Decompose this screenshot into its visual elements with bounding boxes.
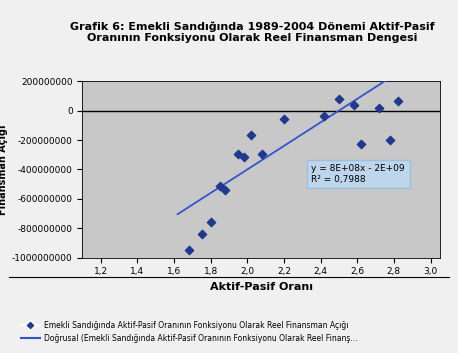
Point xyxy=(321,113,328,119)
Point xyxy=(185,247,192,253)
Point xyxy=(387,137,394,143)
Point xyxy=(247,132,255,138)
Point xyxy=(376,105,383,110)
Point xyxy=(335,96,343,102)
Point xyxy=(394,98,401,104)
Point xyxy=(280,116,288,122)
Point xyxy=(240,154,247,160)
X-axis label: Aktif-Pasif Oranı: Aktif-Pasif Oranı xyxy=(210,282,312,292)
Point xyxy=(234,151,242,157)
Point xyxy=(216,183,224,189)
Y-axis label: 1999 Fiyatlarıyla
Finansman Açığı: 1999 Fiyatlarıyla Finansman Açığı xyxy=(0,123,8,216)
Point xyxy=(350,102,357,108)
Legend: Emekli Sandığında Aktif-Pasif Oranının Fonksiyonu Olarak Reel Finansman Açığı, D: Emekli Sandığında Aktif-Pasif Oranının F… xyxy=(17,318,360,346)
Text: y = 8E+08x - 2E+09
R² = 0,7988: y = 8E+08x - 2E+09 R² = 0,7988 xyxy=(311,164,405,184)
Text: Grafik 6: Emekli Sandığında 1989-2004 Dönemi Aktif-Pasif
Oranının Fonksiyonu Ola: Grafik 6: Emekli Sandığında 1989-2004 Dö… xyxy=(70,21,434,43)
Point xyxy=(207,220,214,225)
Point xyxy=(258,151,266,157)
Point xyxy=(222,187,229,193)
Point xyxy=(198,231,205,237)
Point xyxy=(357,142,365,147)
